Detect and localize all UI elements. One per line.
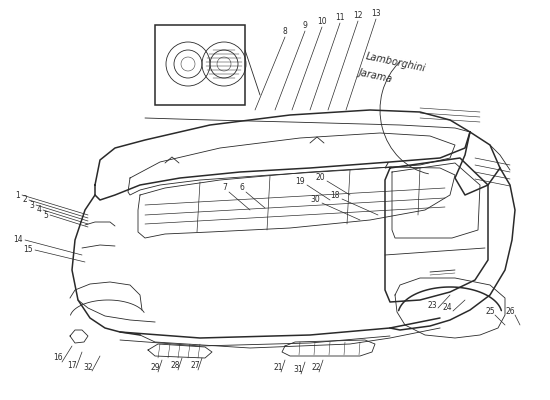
Text: 7: 7	[223, 184, 228, 192]
Text: 12: 12	[353, 12, 363, 20]
Text: 32: 32	[83, 364, 93, 372]
Text: 6: 6	[240, 184, 244, 192]
Text: 18: 18	[330, 192, 340, 200]
Text: 33: 33	[232, 34, 242, 42]
Text: 30: 30	[310, 196, 320, 204]
Text: 19: 19	[295, 178, 305, 186]
Text: 1: 1	[15, 190, 20, 200]
Text: 20: 20	[315, 174, 325, 182]
Text: Lamborghini: Lamborghini	[365, 51, 427, 73]
Text: 21: 21	[273, 364, 283, 372]
Text: 17: 17	[67, 360, 77, 370]
Text: 24: 24	[442, 304, 452, 312]
Text: 10: 10	[317, 18, 327, 26]
Text: 3: 3	[30, 200, 35, 210]
Bar	[155, 25, 245, 105]
Text: 9: 9	[302, 22, 307, 30]
Text: 14: 14	[13, 236, 23, 244]
Text: 25: 25	[485, 308, 495, 316]
Text: 11: 11	[336, 14, 345, 22]
Text: 4: 4	[36, 206, 41, 214]
Text: 16: 16	[53, 354, 63, 362]
Text: 23: 23	[427, 300, 437, 310]
Text: 22: 22	[311, 364, 321, 372]
Text: 5: 5	[43, 210, 48, 220]
Text: Jarama: Jarama	[358, 68, 394, 84]
Text: 8: 8	[283, 28, 287, 36]
Text: 31: 31	[293, 366, 303, 374]
Text: 26: 26	[505, 308, 515, 316]
Text: 15: 15	[23, 246, 33, 254]
Text: 2: 2	[23, 196, 28, 204]
Text: 27: 27	[190, 362, 200, 370]
Text: 13: 13	[371, 10, 381, 18]
Text: 29: 29	[150, 364, 160, 372]
Text: 28: 28	[170, 362, 180, 370]
